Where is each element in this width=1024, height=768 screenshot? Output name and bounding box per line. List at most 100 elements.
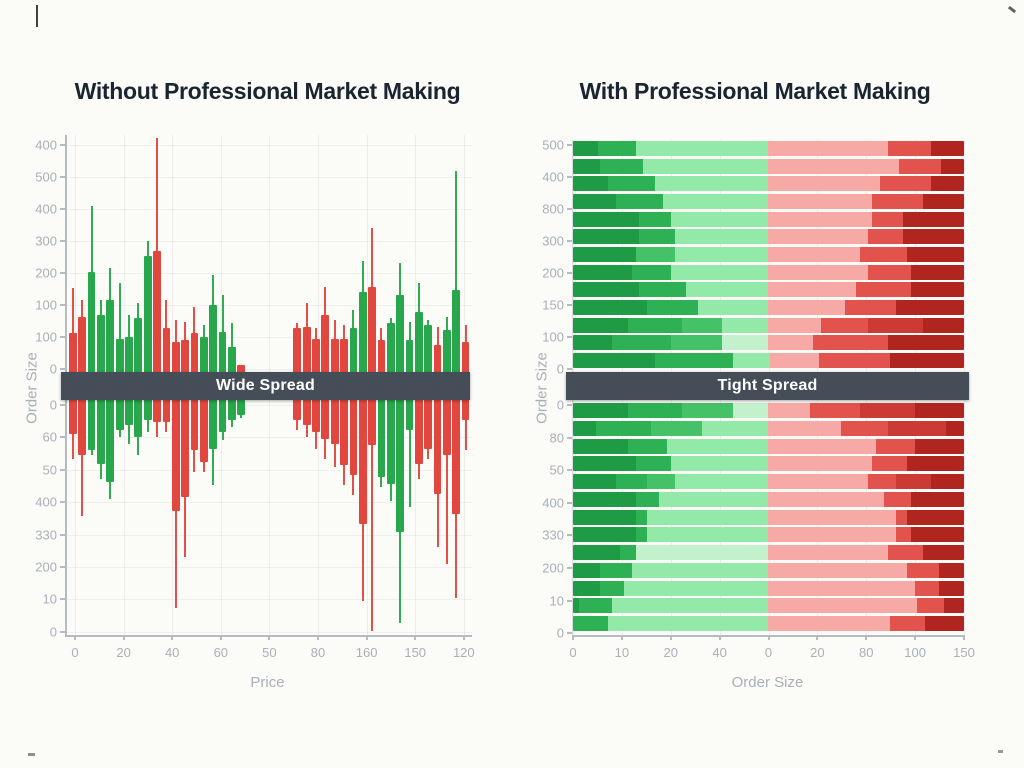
buy-order-bar bbox=[386, 323, 395, 372]
sell-order-bar bbox=[190, 333, 199, 372]
order-wick bbox=[165, 420, 168, 432]
order-wick bbox=[174, 320, 177, 343]
orderbook-segment bbox=[922, 545, 964, 560]
buy-order-bar bbox=[424, 325, 433, 372]
x-tick bbox=[462, 635, 465, 640]
order-wick bbox=[464, 325, 467, 343]
orderbook-segment bbox=[844, 299, 896, 315]
order-wick bbox=[128, 424, 130, 444]
gridline bbox=[67, 631, 472, 633]
x-tick-label: 40 bbox=[164, 645, 180, 660]
sell-order-bar bbox=[340, 400, 348, 466]
order-wick bbox=[315, 430, 317, 449]
sell-order-bar bbox=[293, 328, 302, 372]
orderbook-row bbox=[573, 211, 964, 227]
orderbook-segment bbox=[821, 317, 869, 333]
tight-spread-band: Tight Spread bbox=[566, 372, 969, 400]
y-tick-label: 10 bbox=[42, 591, 57, 607]
orderbook-segment bbox=[938, 562, 964, 578]
y-tick bbox=[567, 304, 572, 306]
orderbook-segment bbox=[860, 246, 908, 262]
y-tick-label: 400 bbox=[542, 169, 564, 185]
gridline bbox=[67, 273, 472, 274]
sell-order-bar bbox=[162, 400, 171, 422]
orderbook-segment bbox=[635, 456, 671, 472]
orderbook-segment bbox=[946, 420, 964, 436]
order-wick bbox=[71, 288, 74, 335]
x-tick bbox=[620, 635, 623, 640]
buy-order-bar bbox=[106, 400, 115, 483]
y-tick-label: 400 bbox=[35, 201, 57, 217]
buy-order-bar bbox=[218, 400, 227, 432]
orderbook-segment bbox=[930, 141, 964, 156]
orderbook-segment bbox=[768, 299, 845, 315]
orderbook-segment bbox=[868, 229, 904, 245]
orderbook-segment bbox=[655, 352, 734, 368]
buy-order-bar bbox=[125, 336, 133, 372]
orderbook-segment bbox=[635, 246, 675, 262]
orderbook-row bbox=[573, 299, 964, 315]
y-tick-label: 0 bbox=[49, 397, 57, 413]
y-tick-label: 400 bbox=[35, 494, 57, 510]
x-tick-label: 50 bbox=[262, 645, 277, 660]
buy-order-bar bbox=[87, 271, 96, 372]
order-wick bbox=[343, 464, 346, 486]
orderbook-segment bbox=[868, 264, 912, 280]
orderbook-row bbox=[573, 545, 964, 560]
order-wick bbox=[399, 531, 402, 623]
orderbook-row bbox=[573, 282, 964, 298]
order-wick bbox=[305, 303, 308, 328]
x-tick-label: 0 bbox=[569, 645, 577, 660]
buy-order-bar bbox=[87, 400, 96, 451]
orderbook-segment bbox=[573, 580, 601, 596]
x-tick bbox=[171, 635, 174, 640]
y-tick-label: 100 bbox=[35, 329, 57, 345]
order-wick bbox=[109, 481, 112, 499]
x-tick bbox=[122, 635, 125, 640]
sell-order-bar bbox=[302, 400, 311, 426]
x-tick bbox=[219, 635, 222, 640]
orderbook-segment bbox=[659, 491, 769, 507]
orderbook-segment bbox=[573, 403, 628, 418]
order-wick bbox=[417, 283, 420, 313]
y-tick-label: 100 bbox=[35, 297, 57, 313]
buy-order-bar bbox=[377, 400, 386, 478]
gridline bbox=[67, 567, 472, 568]
orderbook-segment bbox=[674, 474, 769, 489]
orderbook-segment bbox=[907, 562, 939, 578]
orderbook-row bbox=[573, 158, 964, 174]
y-tick-label: 300 bbox=[35, 233, 57, 249]
gridline bbox=[67, 599, 472, 601]
gridline bbox=[67, 241, 472, 242]
y-tick-label: 200 bbox=[542, 265, 564, 281]
orderbook-segment bbox=[889, 352, 964, 368]
buy-order-bar bbox=[209, 305, 218, 372]
order-wick bbox=[324, 286, 327, 317]
orderbook-segment bbox=[840, 420, 888, 436]
gridline bbox=[67, 502, 472, 504]
buy-order-bar bbox=[396, 400, 405, 533]
sell-order-bar bbox=[78, 316, 87, 372]
order-wick bbox=[343, 325, 346, 340]
corner-mark bbox=[1007, 5, 1017, 14]
y-tick bbox=[567, 404, 572, 406]
order-wick bbox=[371, 444, 374, 632]
orderbook-row bbox=[573, 403, 964, 418]
orderbook-segment bbox=[573, 246, 636, 262]
buy-order-bar bbox=[237, 400, 246, 416]
orderbook-segment bbox=[647, 299, 699, 315]
orderbook-segment bbox=[635, 141, 769, 156]
orderbook-segment bbox=[907, 246, 964, 262]
sell-order-bar bbox=[349, 400, 358, 476]
y-tick bbox=[567, 176, 572, 178]
orderbook-segment bbox=[768, 246, 861, 262]
panel-title-with-mm: With Professional Market Making bbox=[579, 78, 931, 104]
y-tick bbox=[567, 534, 572, 537]
orderbook-segment bbox=[573, 264, 632, 280]
order-wick bbox=[212, 447, 215, 486]
orderbook-segment bbox=[612, 335, 671, 351]
y-tick bbox=[60, 208, 65, 210]
buy-order-bar bbox=[218, 331, 227, 372]
orderbook-row bbox=[573, 616, 964, 631]
